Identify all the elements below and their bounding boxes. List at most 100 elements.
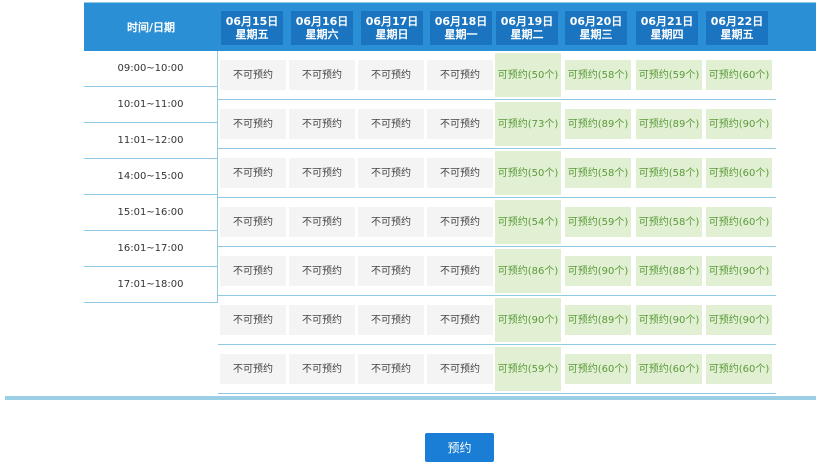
- day-header: 06月22日 星期五: [706, 11, 768, 45]
- day-header-weekday: 星期六: [305, 28, 339, 41]
- book-button[interactable]: 预约: [425, 433, 494, 462]
- day-header-date: 06月22日: [710, 15, 764, 28]
- table-bottom-bar: [5, 396, 816, 400]
- day-header: 06月16日 星期六: [291, 11, 353, 45]
- booking-row: 不可预约 不可预约 不可预约 不可预约 可预约(86个) 可预约(90个) 可预约(88个)…: [218, 247, 776, 296]
- day-header-weekday: 星期日: [375, 28, 409, 41]
- available-slot[interactable]: 可预约(58个): [565, 60, 631, 90]
- available-slot[interactable]: 可预约(60个): [706, 158, 772, 188]
- unavailable-slot: 不可预约: [427, 60, 493, 90]
- available-slot[interactable]: 可预约(59个): [565, 207, 631, 237]
- day-header: 06月15日 星期五: [221, 11, 283, 45]
- available-slot[interactable]: 可预约(90个): [706, 109, 772, 139]
- unavailable-slot: 不可预约: [220, 207, 286, 237]
- day-header: 06月20日 星期三: [565, 11, 627, 45]
- time-slot-column: 09:00~10:00 10:01~11:00 11:01~12:00 14:00~1…: [84, 51, 218, 303]
- unavailable-slot: 不可预约: [289, 305, 355, 335]
- booking-row: 不可预约 不可预约 不可预约 不可预约 可预约(50个) 可预约(58个) 可预约(59个)…: [218, 51, 776, 100]
- unavailable-slot: 不可预约: [358, 354, 424, 384]
- day-header-weekday: 星期五: [235, 28, 269, 41]
- day-header-date: 06月17日: [365, 15, 419, 28]
- booking-row: 不可预约 不可预约 不可预约 不可预约 可预约(59个) 可预约(60个) 可预约(60个)…: [218, 345, 776, 394]
- unavailable-slot: 不可预约: [427, 158, 493, 188]
- unavailable-slot: 不可预约: [358, 158, 424, 188]
- available-slot[interactable]: 可预约(50个): [495, 53, 561, 97]
- unavailable-slot: 不可预约: [289, 109, 355, 139]
- available-slot[interactable]: 可预约(59个): [636, 60, 702, 90]
- time-date-header: 时间/日期: [126, 21, 176, 34]
- booking-row: 不可预约 不可预约 不可预约 不可预约 可预约(90个) 可预约(89个) 可预约(90个)…: [218, 296, 776, 345]
- booking-row: 不可预约 不可预约 不可预约 不可预约 可预约(73个) 可预约(89个) 可预约(89个)…: [218, 100, 776, 149]
- unavailable-slot: 不可预约: [427, 207, 493, 237]
- time-slot-label: 09:00~10:00: [84, 51, 218, 87]
- day-header-weekday: 星期一: [444, 28, 478, 41]
- day-header: 06月21日 星期四: [636, 11, 698, 45]
- available-slot[interactable]: 可预约(86个): [495, 249, 561, 293]
- unavailable-slot: 不可预约: [220, 109, 286, 139]
- available-slot[interactable]: 可预约(60个): [636, 354, 702, 384]
- unavailable-slot: 不可预约: [289, 60, 355, 90]
- available-slot[interactable]: 可预约(89个): [565, 305, 631, 335]
- available-slot[interactable]: 可预约(60个): [565, 354, 631, 384]
- schedule-header: 时间/日期 06月15日 星期五 06月16日 星期六 06月17日 星期日 06月18日星…: [84, 3, 816, 51]
- unavailable-slot: 不可预约: [358, 60, 424, 90]
- time-slot-label: 16:01~17:00: [84, 231, 218, 267]
- available-slot[interactable]: 可预约(88个): [636, 256, 702, 286]
- day-header: 06月18日 星期一: [430, 11, 492, 45]
- time-slot-label: 15:01~16:00: [84, 195, 218, 231]
- time-slot-label: 17:01~18:00: [84, 267, 218, 303]
- day-header-date: 06月19日: [500, 15, 554, 28]
- available-slot[interactable]: 可预约(90个): [706, 256, 772, 286]
- unavailable-slot: 不可预约: [427, 109, 493, 139]
- unavailable-slot: 不可预约: [358, 256, 424, 286]
- available-slot[interactable]: 可预约(58个): [636, 207, 702, 237]
- available-slot[interactable]: 可预约(58个): [565, 158, 631, 188]
- unavailable-slot: 不可预约: [220, 60, 286, 90]
- unavailable-slot: 不可预约: [220, 158, 286, 188]
- available-slot[interactable]: 可预约(90个): [636, 305, 702, 335]
- booking-row: 不可预约 不可预约 不可预约 不可预约 可预约(50个) 可预约(58个) 可预约(58个)…: [218, 149, 776, 198]
- available-slot[interactable]: 可预约(60个): [706, 60, 772, 90]
- day-header-weekday: 星期三: [579, 28, 613, 41]
- unavailable-slot: 不可预约: [289, 354, 355, 384]
- unavailable-slot: 不可预约: [289, 158, 355, 188]
- unavailable-slot: 不可预约: [289, 207, 355, 237]
- available-slot[interactable]: 可预约(90个): [706, 305, 772, 335]
- booking-row: 不可预约 不可预约 不可预约 不可预约 可预约(54个) 可预约(59个) 可预约(58个)…: [218, 198, 776, 247]
- available-slot[interactable]: 可预约(73个): [495, 102, 561, 146]
- booking-grid: 不可预约 不可预约 不可预约 不可预约 可预约(50个) 可预约(58个) 可预约(59个)…: [218, 51, 776, 394]
- unavailable-slot: 不可预约: [358, 305, 424, 335]
- available-slot[interactable]: 可预约(89个): [565, 109, 631, 139]
- time-slot-label: 11:01~12:00: [84, 123, 218, 159]
- unavailable-slot: 不可预约: [358, 207, 424, 237]
- time-slot-label: 14:00~15:00: [84, 159, 218, 195]
- unavailable-slot: 不可预约: [220, 354, 286, 384]
- available-slot[interactable]: 可预约(58个): [636, 158, 702, 188]
- unavailable-slot: 不可预约: [358, 109, 424, 139]
- day-header-weekday: 星期五: [720, 28, 754, 41]
- day-header-date: 06月21日: [640, 15, 694, 28]
- available-slot[interactable]: 可预约(90个): [495, 298, 561, 342]
- available-slot[interactable]: 可预约(59个): [495, 347, 561, 391]
- available-slot[interactable]: 可预约(54个): [495, 200, 561, 244]
- day-header-weekday: 星期二: [510, 28, 544, 41]
- time-slot-label: 10:01~11:00: [84, 87, 218, 123]
- day-header-date: 06月16日: [295, 15, 349, 28]
- unavailable-slot: 不可预约: [220, 256, 286, 286]
- available-slot[interactable]: 可预约(60个): [706, 207, 772, 237]
- available-slot[interactable]: 可预约(50个): [495, 151, 561, 195]
- day-header-date: 06月15日: [225, 15, 279, 28]
- available-slot[interactable]: 可预约(89个): [636, 109, 702, 139]
- unavailable-slot: 不可预约: [220, 305, 286, 335]
- day-header: 06月19日 星期二: [496, 11, 558, 45]
- day-header-date: 06月18日: [434, 15, 488, 28]
- top-border-line: [84, 2, 816, 3]
- available-slot[interactable]: 可预约(90个): [565, 256, 631, 286]
- day-header: 06月17日 星期日: [361, 11, 423, 45]
- unavailable-slot: 不可预约: [427, 256, 493, 286]
- available-slot[interactable]: 可预约(60个): [706, 354, 772, 384]
- unavailable-slot: 不可预约: [427, 354, 493, 384]
- day-header-weekday: 星期四: [650, 28, 684, 41]
- unavailable-slot: 不可预约: [427, 305, 493, 335]
- unavailable-slot: 不可预约: [289, 256, 355, 286]
